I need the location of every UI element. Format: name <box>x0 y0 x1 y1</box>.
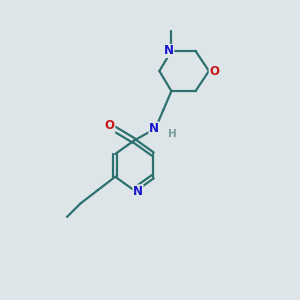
Text: N: N <box>149 122 159 135</box>
Text: N: N <box>164 44 174 58</box>
Text: H: H <box>168 129 177 139</box>
Text: N: N <box>133 185 143 198</box>
Text: O: O <box>105 119 115 132</box>
Text: O: O <box>209 64 219 77</box>
